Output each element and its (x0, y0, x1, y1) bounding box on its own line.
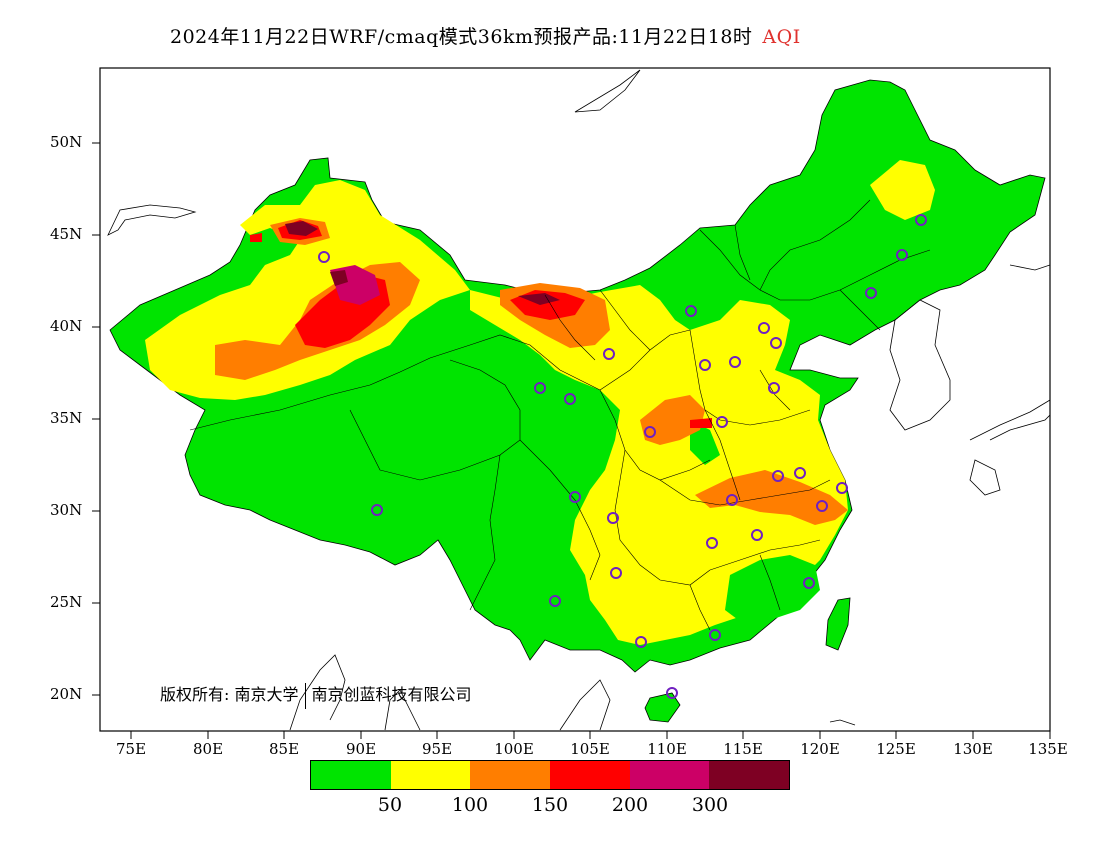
circle-marker-icon (803, 577, 815, 589)
legend-swatch-good (311, 761, 391, 789)
y-tick-label: 50N (50, 133, 83, 151)
circle-marker-icon (896, 249, 908, 261)
circle-marker-icon (709, 629, 721, 641)
circle-marker-icon (685, 305, 697, 317)
map-title: 2024年11月22日WRF/cmaq模式36km预报产品:11月22日18时 A… (170, 22, 801, 49)
aqi-zone-usg-east (695, 470, 848, 525)
copyright-notice: 版权所有: 南京大学 南京创蓝科技有限公司 (160, 681, 472, 709)
circle-marker-icon (716, 416, 728, 428)
legend-swatch-usg (470, 761, 551, 789)
station-markers (318, 214, 927, 699)
japan-coastline (969, 264, 1050, 496)
circle-marker-icon (699, 359, 711, 371)
circle-marker-icon (635, 636, 647, 648)
aqi-legend-colorbar (310, 760, 790, 790)
map-frame (99, 67, 1051, 732)
circle-marker-icon (729, 356, 741, 368)
legend-tick-label: 200 (611, 794, 649, 816)
circle-marker-icon (794, 467, 806, 479)
y-tick-label: 35N (50, 409, 83, 427)
circle-marker-icon (865, 287, 877, 299)
legend-tick-label: 150 (531, 794, 569, 816)
aqi-zone-moderate-northeast (870, 160, 935, 220)
x-tick-label: 85E (268, 740, 300, 758)
aqi-zone-unhealthy-spot-b (690, 418, 712, 428)
legend-tick-label: 100 (451, 794, 489, 816)
x-tick-label: 115E (723, 740, 763, 758)
circle-marker-icon (666, 687, 678, 699)
hainan-island (644, 692, 681, 723)
circle-marker-icon (772, 470, 784, 482)
x-tick-label: 135E (1028, 740, 1068, 758)
korea-coastline (889, 299, 951, 431)
aqi-zone-unhealthy-spot-a (250, 233, 262, 242)
aqi-zone-hazardous-b (330, 270, 348, 286)
copyright-label: 版权所有: (160, 685, 230, 704)
x-tick-label: 120E (800, 740, 840, 758)
legend-tick-label: 300 (691, 794, 729, 816)
circle-marker-icon (564, 393, 576, 405)
aqi-zone-usg-central (640, 395, 705, 445)
circle-marker-icon (816, 500, 828, 512)
circle-marker-icon (569, 491, 581, 503)
aqi-zone-moderate-central (470, 285, 848, 645)
circle-marker-icon (607, 512, 619, 524)
circle-marker-icon (610, 567, 622, 579)
x-tick-label: 130E (953, 740, 993, 758)
aqi-zone-good-sichuan (515, 380, 615, 485)
x-tick-label: 80E (192, 740, 224, 758)
x-tick-label: 125E (876, 740, 916, 758)
map-content (107, 69, 1050, 731)
legend-swatch-hazardous (709, 761, 790, 789)
aqi-zone-hazardous-a (285, 221, 318, 236)
taiwan-island (825, 597, 851, 651)
caspian-coastline (107, 204, 197, 236)
x-tick-label: 95E (421, 740, 453, 758)
circle-marker-icon (318, 251, 330, 263)
circle-marker-icon (706, 537, 718, 549)
aqi-zone-good-southeast (725, 555, 820, 625)
copyright-org-chuanglan: 南京创蓝科技有限公司 (311, 685, 472, 704)
y-tick-label: 25N (50, 593, 83, 611)
circle-marker-icon (534, 382, 546, 394)
circle-marker-icon (758, 322, 770, 334)
title-variable: AQI (762, 26, 801, 48)
x-tick-label: 105E (570, 740, 610, 758)
copyright-divider (304, 682, 306, 709)
legend-swatch-moderate (390, 761, 471, 789)
circle-marker-icon (751, 529, 763, 541)
province-boundaries (189, 199, 931, 631)
y-tick-label: 40N (50, 317, 83, 335)
title-main: 2024年11月22日WRF/cmaq模式36km预报产品:11月22日18时 (170, 26, 753, 48)
circle-marker-icon (836, 482, 848, 494)
copyright-org-nju: 南京大学 (234, 685, 299, 704)
circle-marker-icon (770, 337, 782, 349)
circle-marker-icon (915, 214, 927, 226)
y-tick-label: 45N (50, 225, 83, 243)
legend-swatch-very-unhealthy (629, 761, 710, 789)
legend-swatch-unhealthy (550, 761, 630, 789)
circle-marker-icon (644, 426, 656, 438)
circle-marker-icon (603, 348, 615, 360)
indochina-coastline (289, 654, 856, 731)
legend-tick-label: 50 (377, 794, 403, 816)
x-tick-label: 90E (345, 740, 377, 758)
sakhalin-coastline (574, 69, 641, 113)
x-tick-label: 75E (115, 740, 147, 758)
circle-marker-icon (768, 382, 780, 394)
circle-marker-icon (726, 494, 738, 506)
x-tick-label: 100E (494, 740, 534, 758)
axis-tick-marks (92, 142, 1051, 739)
x-tick-label: 110E (647, 740, 687, 758)
y-tick-label: 30N (50, 501, 83, 519)
y-tick-label: 20N (50, 685, 83, 703)
circle-marker-icon (549, 595, 561, 607)
circle-marker-icon (371, 504, 383, 516)
